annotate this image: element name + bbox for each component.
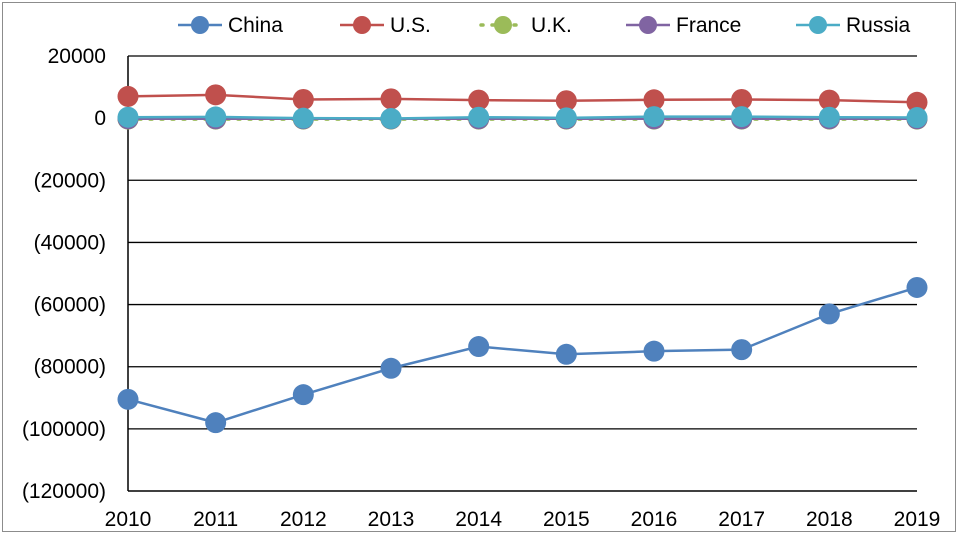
data-point-china-2019 <box>906 276 928 298</box>
data-point-china-2014 <box>468 336 490 358</box>
data-point-u-s-2018 <box>818 89 840 111</box>
data-point-russia-2017 <box>731 106 753 128</box>
legend-label-russia: Russia <box>846 14 911 37</box>
legend-label-u-k: U.K. <box>531 14 572 37</box>
series-line-u-s <box>127 93 918 104</box>
legend-item-russia: Russia <box>796 14 911 37</box>
data-point-china-2015 <box>555 343 577 365</box>
x-tick-label-7: 2017 <box>718 508 765 531</box>
y-tick-label-1: 0 <box>94 107 106 130</box>
data-point-russia-2011 <box>205 106 227 128</box>
x-tick-label-0: 2010 <box>105 508 152 531</box>
axes <box>127 56 917 492</box>
data-point-russia-2012 <box>292 107 314 129</box>
legend: China U.S. U.K. France Russia <box>178 14 911 37</box>
data-point-u-s-2012 <box>292 89 314 110</box>
series-china <box>117 276 928 434</box>
data-point-u-s-2011 <box>205 84 227 106</box>
data-point-china-2018 <box>818 303 840 325</box>
x-tick-label-1: 2011 <box>193 508 238 531</box>
legend-item-france: France <box>626 14 741 37</box>
data-point-u-s-2013 <box>380 88 402 110</box>
y-tick-label-2: (20000) <box>34 169 106 192</box>
data-point-china-2016 <box>643 340 665 362</box>
data-point-china-2010 <box>117 388 139 410</box>
legend-label-france: France <box>676 14 741 37</box>
legend-marker-china <box>191 16 209 34</box>
data-point-russia-2014 <box>468 106 490 128</box>
data-point-u-s-2017 <box>731 89 753 110</box>
legend-marker-russia <box>809 16 827 34</box>
y-tick-label-3: (40000) <box>34 231 106 254</box>
legend-marker-u-k <box>494 16 512 34</box>
y-tick-label-5: (80000) <box>34 356 106 379</box>
series-layer <box>117 84 928 434</box>
y-axis-tick-labels: 20000 0 (20000) (40000) (60000) (80000) (10000… <box>22 45 106 503</box>
data-point-china-2017 <box>731 339 753 361</box>
series-line-china <box>127 286 918 424</box>
data-point-russia-2015 <box>555 107 577 129</box>
gridlines <box>128 55 917 430</box>
data-point-u-s-2015 <box>555 90 577 112</box>
legend-label-china: China <box>228 14 283 37</box>
legend-marker-u-s <box>353 16 371 34</box>
data-point-russia-2018 <box>818 106 840 128</box>
data-point-china-2013 <box>380 357 402 379</box>
data-point-u-s-2014 <box>468 89 490 111</box>
x-tick-label-6: 2016 <box>631 508 678 531</box>
x-tick-label-8: 2018 <box>806 508 853 531</box>
x-tick-label-3: 2013 <box>368 508 415 531</box>
x-tick-label-9: 2019 <box>894 508 941 531</box>
legend-marker-france <box>639 16 657 34</box>
y-tick-label-4: (60000) <box>34 294 106 317</box>
data-point-u-s-2019 <box>906 91 928 113</box>
x-tick-label-5: 2015 <box>543 508 590 531</box>
x-tick-label-4: 2014 <box>455 508 502 531</box>
legend-item-u-s: U.S. <box>340 14 431 37</box>
legend-item-u-k: U.K. <box>479 14 572 37</box>
legend-label-u-s: U.S. <box>390 14 431 37</box>
data-point-china-2011 <box>205 412 227 434</box>
y-tick-label-6: (100000) <box>22 418 106 441</box>
y-tick-label-7: (120000) <box>22 480 106 503</box>
y-tick-label-0: 20000 <box>48 45 106 68</box>
legend-item-china: China <box>178 14 283 37</box>
data-point-u-s-2010 <box>117 85 139 107</box>
series-russia <box>117 106 928 129</box>
data-point-russia-2010 <box>117 106 139 128</box>
x-axis-tick-labels: 2010 2011 2012 2013 2014 2015 2016 2017 2018 2019 <box>105 508 941 531</box>
data-point-u-s-2016 <box>643 89 665 111</box>
data-point-russia-2013 <box>380 107 402 129</box>
data-point-russia-2019 <box>906 107 928 129</box>
data-point-china-2012 <box>292 384 314 406</box>
series-u-s <box>117 84 928 113</box>
x-tick-label-2: 2012 <box>280 508 327 531</box>
data-point-russia-2016 <box>643 106 665 128</box>
series-line-russia <box>127 115 918 120</box>
